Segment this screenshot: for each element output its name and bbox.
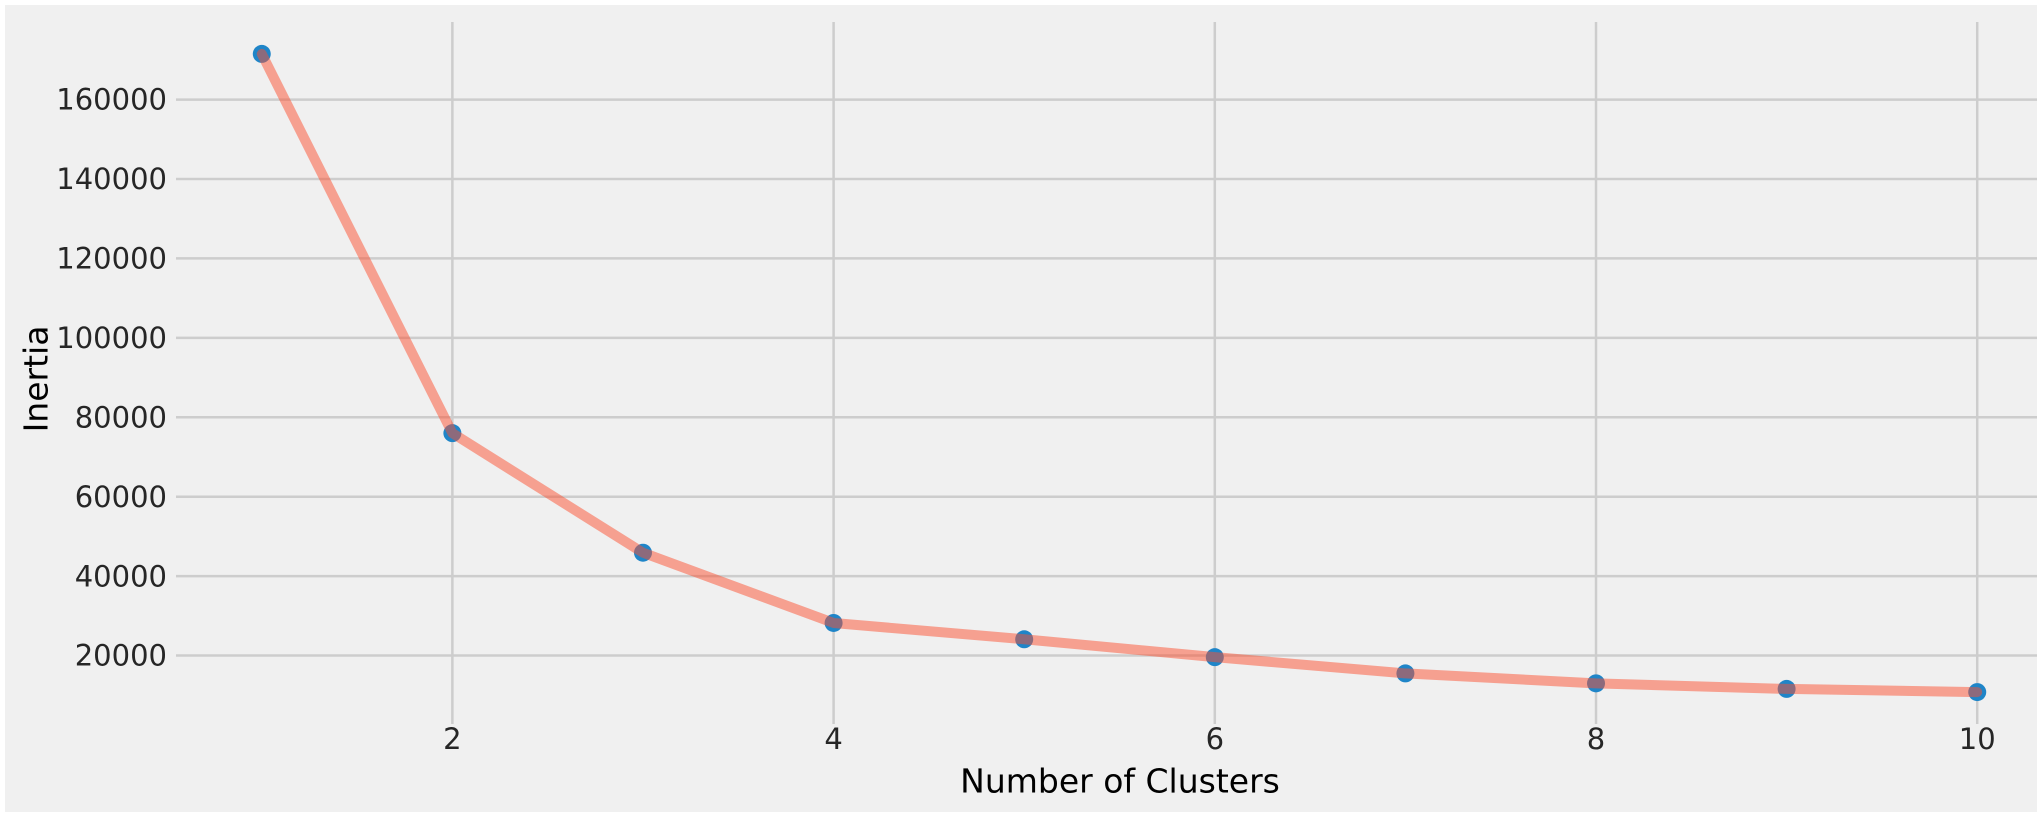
y-tick-label: 40000	[75, 559, 167, 593]
y-axis-title: Inertia	[16, 325, 56, 433]
y-tick-label: 20000	[75, 639, 167, 673]
x-axis-title: Number of Clusters	[960, 761, 1280, 801]
inertia-series-line	[256, 48, 1983, 698]
y-tick-label: 60000	[75, 480, 167, 514]
x-tick-label: 10	[1959, 722, 1996, 756]
y-tick-label: 100000	[56, 321, 167, 355]
x-tick-label: 8	[1587, 722, 1605, 756]
y-tick-label: 160000	[56, 83, 167, 117]
y-tick-label: 120000	[56, 242, 167, 276]
y-tick-label: 140000	[56, 162, 167, 196]
x-tick-label: 4	[824, 722, 842, 756]
y-tick-label: 80000	[75, 400, 167, 434]
figure-background	[5, 5, 2037, 812]
x-tick-label: 6	[1206, 722, 1224, 756]
x-tick-label: 2	[443, 722, 461, 756]
